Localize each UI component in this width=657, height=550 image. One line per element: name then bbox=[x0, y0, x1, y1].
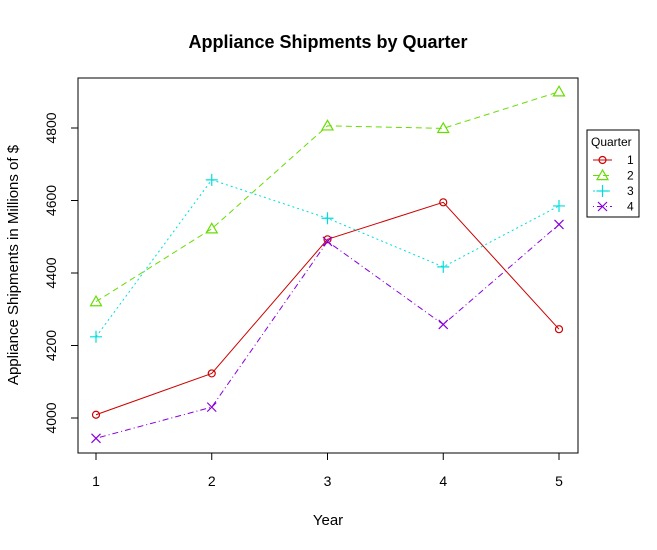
data-point-1 bbox=[207, 369, 216, 378]
y-tick-label: 4400 bbox=[43, 257, 59, 288]
y-tick-label: 4200 bbox=[43, 330, 59, 361]
series-line-4 bbox=[95, 224, 560, 439]
data-point-4 bbox=[322, 236, 333, 247]
legend-marker-1 bbox=[598, 155, 607, 165]
legend-label-4: 4 bbox=[627, 200, 634, 214]
data-point-3 bbox=[437, 260, 450, 273]
legend-marker-2 bbox=[595, 168, 610, 181]
legend-marker-4 bbox=[597, 201, 608, 212]
series-4 bbox=[91, 219, 564, 444]
y-axis-label: Appliance Shipments in Millions of $ bbox=[5, 144, 22, 385]
series-2 bbox=[89, 85, 566, 307]
series-line-1 bbox=[95, 201, 560, 416]
data-point-3 bbox=[321, 212, 334, 225]
legend-label-2: 2 bbox=[627, 169, 634, 183]
data-point-1 bbox=[554, 325, 564, 334]
data-point-4 bbox=[91, 433, 101, 444]
data-point-4 bbox=[554, 219, 564, 230]
data-point-2 bbox=[320, 119, 335, 131]
x-axis: 1 2 3 4 5 bbox=[92, 453, 563, 489]
data-point-3 bbox=[205, 173, 218, 186]
data-point-3 bbox=[553, 199, 565, 212]
y-tick-label: 4000 bbox=[43, 402, 59, 433]
x-tick-label: 2 bbox=[208, 473, 216, 489]
data-point-1 bbox=[91, 410, 101, 419]
legend-label-3: 3 bbox=[627, 184, 634, 198]
data-point-2 bbox=[436, 121, 450, 134]
legend-title: Quarter bbox=[591, 135, 632, 149]
plot-frame bbox=[77, 77, 579, 454]
y-tick-label: 4800 bbox=[43, 112, 59, 143]
data-point-2 bbox=[89, 294, 103, 307]
series-3 bbox=[90, 173, 565, 343]
series-1 bbox=[91, 198, 564, 419]
legend-box bbox=[586, 129, 640, 218]
series-layer bbox=[89, 85, 566, 444]
data-point-3 bbox=[90, 330, 102, 343]
data-point-1 bbox=[323, 235, 332, 244]
legend-marker-3 bbox=[596, 185, 609, 197]
series-line-2 bbox=[95, 91, 560, 303]
legend: Quarter 1 23 4 bbox=[586, 129, 640, 218]
x-tick-label: 1 bbox=[92, 473, 100, 489]
x-tick-label: 3 bbox=[324, 473, 332, 489]
data-point-2 bbox=[205, 222, 219, 234]
y-axis: 4000 4200 4400 4600 4800 bbox=[43, 112, 78, 434]
legend-label-1: 1 bbox=[627, 153, 634, 167]
data-point-4 bbox=[206, 402, 217, 413]
data-point-1 bbox=[439, 198, 448, 207]
y-tick-label: 4600 bbox=[43, 185, 59, 216]
chart-title: Appliance Shipments by Quarter bbox=[188, 32, 467, 52]
x-tick-label: 4 bbox=[439, 473, 447, 489]
x-axis-label: Year bbox=[313, 512, 343, 529]
x-tick-label: 5 bbox=[555, 473, 563, 489]
data-point-2 bbox=[552, 85, 566, 97]
data-point-4 bbox=[438, 319, 449, 330]
